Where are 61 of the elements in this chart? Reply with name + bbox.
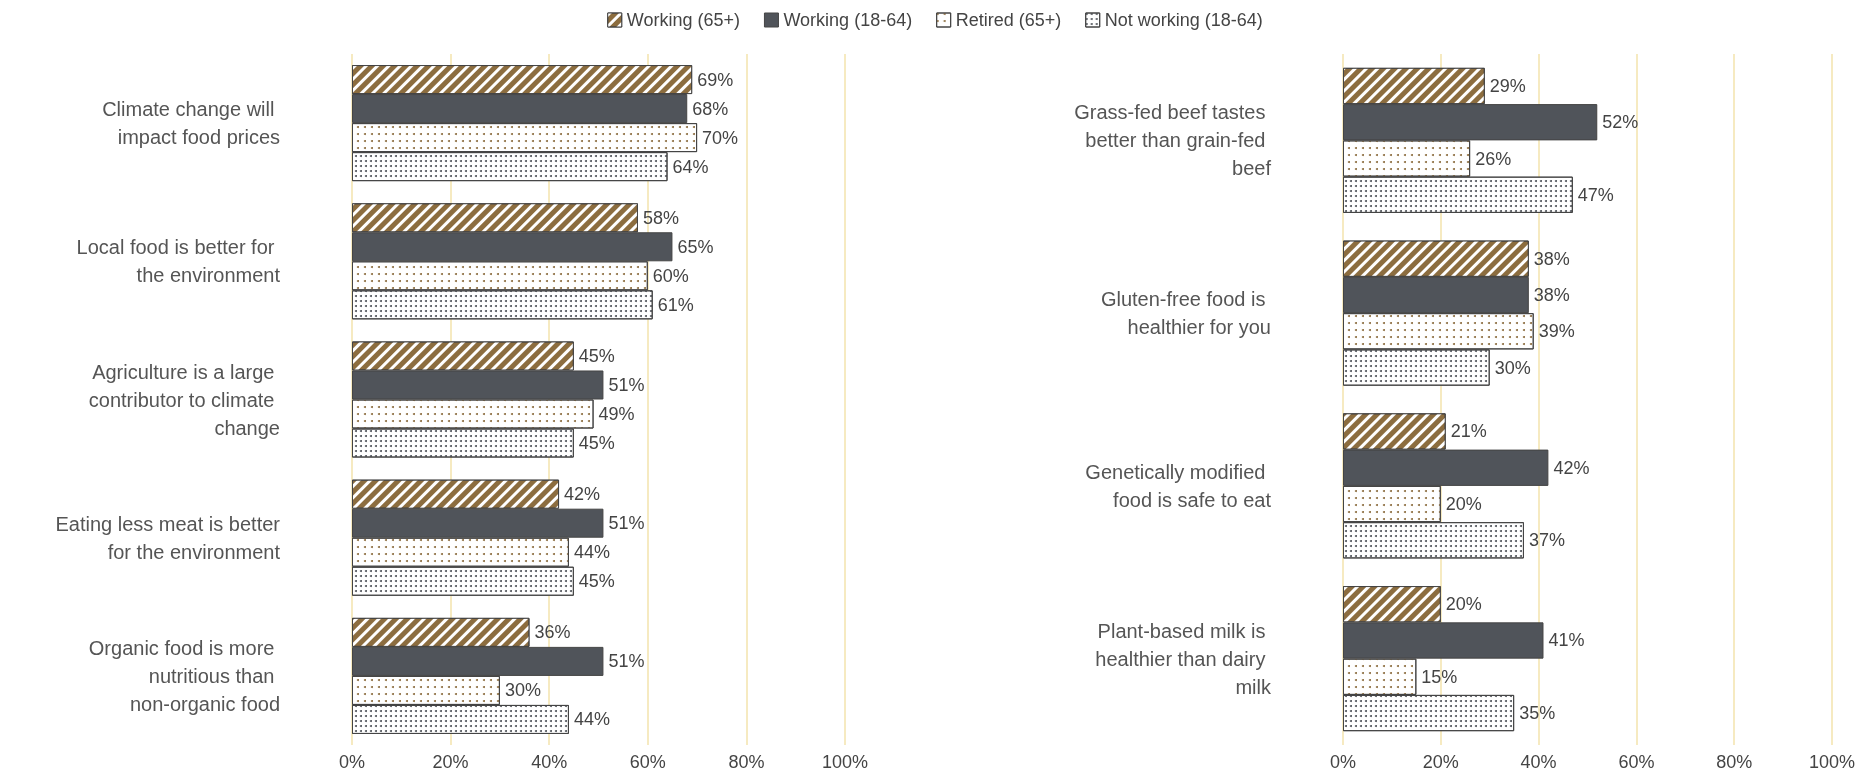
data-label: 69% [697, 69, 734, 90]
data-label: 65% [677, 236, 714, 257]
x-tick-label: 40% [1520, 752, 1557, 772]
data-label: 39% [1538, 321, 1575, 342]
x-tick-label: 0% [1329, 752, 1357, 772]
data-label: 47% [1577, 184, 1614, 205]
data-label: 37% [1528, 530, 1565, 551]
data-label: 44% [573, 542, 610, 563]
x-tick-label: 60% [629, 752, 666, 772]
data-label: 70% [702, 127, 739, 148]
data-label: 38% [1533, 248, 1570, 269]
data-label: 51% [608, 513, 645, 534]
legend-label: Working (65+) [626, 10, 740, 30]
data-label: 52% [1602, 112, 1639, 133]
y-tick-label: Plant-based milk is healthier than dairy milk [1095, 619, 1272, 698]
data-label: 38% [1533, 284, 1570, 305]
legend-label: Not working (18-64) [1104, 10, 1263, 30]
legend-label: Retired (65+) [955, 10, 1062, 30]
data-label: 42% [1553, 457, 1590, 478]
y-tick-label: Organic food is more nutritious than non-organic food [88, 636, 280, 715]
data-label: 30% [504, 680, 541, 701]
data-label: 15% [1421, 666, 1458, 687]
data-label: 35% [1519, 703, 1556, 724]
y-tick-label: Climate change will impact food prices [102, 98, 280, 149]
x-tick-label: 100% [1808, 752, 1856, 772]
data-label: 45% [578, 571, 615, 592]
data-label: 41% [1548, 630, 1585, 651]
data-label: 61% [657, 294, 694, 315]
x-tick-label: 80% [728, 752, 765, 772]
data-label: 51% [608, 374, 645, 395]
data-label: 49% [598, 404, 635, 425]
y-tick-label: Agriculture is a large contributor to climate change [88, 360, 280, 439]
data-label: 42% [564, 484, 601, 505]
data-label: 64% [672, 156, 709, 177]
data-label: 58% [642, 207, 679, 228]
data-label: 29% [1489, 75, 1526, 96]
x-tick-label: 80% [1716, 752, 1753, 772]
x-tick-label: 100% [821, 752, 869, 772]
data-label: 45% [578, 433, 615, 454]
y-tick-label: Grass-fed beef tastes better than grain-fed beef [1074, 101, 1272, 180]
x-tick-label: 0% [338, 752, 366, 772]
data-label: 60% [652, 265, 689, 286]
x-tick-label: 40% [531, 752, 568, 772]
data-label: 21% [1450, 421, 1487, 442]
data-label: 20% [1445, 494, 1482, 515]
y-tick-label: Local food is better for the environment [76, 236, 281, 287]
x-tick-label: 20% [432, 752, 469, 772]
y-tick-label: Genetically modified food is safe to eat [1085, 460, 1272, 511]
y-tick-label: Eating less meat is better for the environment [55, 512, 281, 563]
y-tick-label: Gluten-free food is healthier for you [1100, 288, 1271, 339]
data-label: 45% [578, 345, 615, 366]
data-label: 51% [608, 651, 645, 672]
data-label: 36% [534, 622, 571, 643]
x-tick-label: 60% [1618, 752, 1655, 772]
legend-label: Working (18-64) [783, 10, 913, 30]
x-tick-label: 20% [1422, 752, 1459, 772]
data-label: 44% [573, 709, 610, 730]
data-label: 20% [1445, 594, 1482, 615]
data-label: 68% [692, 98, 729, 119]
data-label: 26% [1475, 148, 1512, 169]
data-label: 30% [1494, 357, 1531, 378]
